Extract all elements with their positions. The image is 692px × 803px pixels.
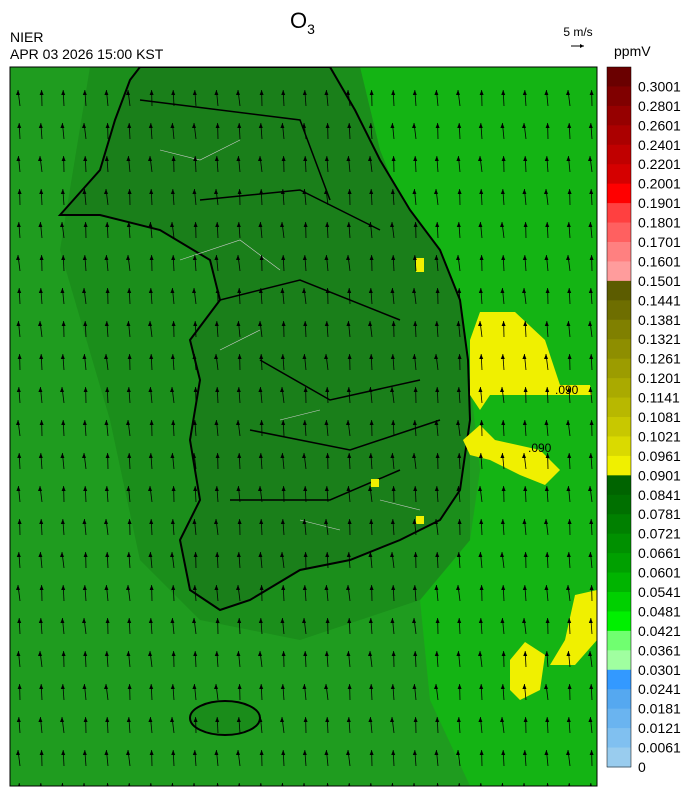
colorbar-label: 0.1441 bbox=[638, 292, 681, 308]
wind-reference-label: 5 m/s bbox=[563, 25, 592, 39]
colorbar-label: 0.0901 bbox=[638, 467, 681, 483]
colorbar-box bbox=[607, 534, 631, 554]
colorbar-box bbox=[607, 689, 631, 709]
colorbar-box bbox=[607, 670, 631, 690]
colorbar-label: 0.2201 bbox=[638, 156, 681, 172]
colorbar-box bbox=[607, 456, 631, 476]
title-subscript: 3 bbox=[307, 21, 315, 37]
colorbar-box bbox=[607, 417, 631, 437]
colorbar-label: 0.0661 bbox=[638, 545, 681, 561]
colorbar-box bbox=[607, 203, 631, 223]
colorbar-label: 0.0121 bbox=[638, 720, 681, 736]
colorbar-label: 0.2401 bbox=[638, 137, 681, 153]
colorbar-label: 0 bbox=[638, 759, 646, 775]
colorbar-box bbox=[607, 573, 631, 593]
colorbar-box bbox=[607, 300, 631, 320]
colorbar-label: 0.0781 bbox=[638, 506, 681, 522]
colorbar-box bbox=[607, 436, 631, 456]
high-ozone-spot bbox=[416, 258, 424, 272]
colorbar-label: 0.1801 bbox=[638, 215, 681, 231]
colorbar-box bbox=[607, 728, 631, 748]
colorbar-label: 0.0301 bbox=[638, 662, 681, 678]
colorbar-label: 0.0481 bbox=[638, 603, 681, 619]
colorbar-label: 0.1321 bbox=[638, 331, 681, 347]
colorbar-label: 0.1601 bbox=[638, 253, 681, 269]
colorbar-box bbox=[607, 320, 631, 340]
colorbar-box bbox=[607, 145, 631, 165]
colorbar-label: 0.0361 bbox=[638, 642, 681, 658]
colorbar-label: 0.2601 bbox=[638, 117, 681, 133]
jeju-island bbox=[190, 701, 260, 735]
contour-label: .090 bbox=[528, 441, 552, 455]
colorbar-box bbox=[607, 495, 631, 515]
colorbar-box bbox=[607, 378, 631, 398]
colorbar-box bbox=[607, 475, 631, 495]
colorbar-box bbox=[607, 67, 631, 87]
title-main: O bbox=[290, 8, 307, 33]
high-ozone-spot bbox=[371, 479, 379, 487]
colorbar-box bbox=[607, 631, 631, 651]
colorbar-label: 0.0721 bbox=[638, 526, 681, 542]
colorbar-box bbox=[607, 553, 631, 573]
colorbar-box bbox=[607, 514, 631, 534]
colorbar-box bbox=[607, 223, 631, 243]
colorbar-box bbox=[607, 164, 631, 184]
colorbar-label: 0.1261 bbox=[638, 351, 681, 367]
colorbar-label: 0.0181 bbox=[638, 701, 681, 717]
colorbar-box bbox=[607, 398, 631, 418]
colorbar-label: 0.2001 bbox=[638, 176, 681, 192]
map: .090 .090 bbox=[10, 67, 597, 798]
colorbar-label: 0.1501 bbox=[638, 273, 681, 289]
colorbar-label: 0.1901 bbox=[638, 195, 681, 211]
colorbar-box bbox=[607, 261, 631, 281]
title: O3 bbox=[290, 8, 315, 37]
colorbar-label: 0.2801 bbox=[638, 98, 681, 114]
colorbar-label: 0.1081 bbox=[638, 409, 681, 425]
datetime: APR 03 2026 15:00 KST bbox=[10, 46, 164, 62]
colorbar-label: 0.1021 bbox=[638, 428, 681, 444]
colorbar-box bbox=[607, 125, 631, 145]
colorbar-box bbox=[607, 106, 631, 126]
colorbar-box bbox=[607, 709, 631, 729]
wind-reference-head bbox=[580, 44, 584, 48]
colorbar-box bbox=[607, 650, 631, 670]
colorbar-label: 0.1201 bbox=[638, 370, 681, 386]
colorbar-label: 0.0601 bbox=[638, 565, 681, 581]
colorbar-label: 0.0061 bbox=[638, 740, 681, 756]
colorbar-box bbox=[607, 184, 631, 204]
colorbar-label: 0.1381 bbox=[638, 312, 681, 328]
colorbar-label: 0.0961 bbox=[638, 448, 681, 464]
colorbar-label: 0.0841 bbox=[638, 487, 681, 503]
colorbar: 0.3001 0.2801 0.2601 0.2401 0.2201 0.2001 0.19… bbox=[607, 67, 681, 775]
colorbar-box bbox=[607, 592, 631, 612]
colorbar-label: 0.0541 bbox=[638, 584, 681, 600]
colorbar-box bbox=[607, 242, 631, 262]
colorbar-unit: ppmV bbox=[614, 43, 651, 59]
colorbar-label: 0.1701 bbox=[638, 234, 681, 250]
high-ozone-spot bbox=[416, 516, 424, 524]
colorbar-box bbox=[607, 281, 631, 301]
colorbar-label: 0.1141 bbox=[638, 390, 680, 406]
agency: NIER bbox=[10, 29, 43, 45]
colorbar-label: 0.0241 bbox=[638, 681, 681, 697]
colorbar-label: 0.0421 bbox=[638, 623, 681, 639]
colorbar-box bbox=[607, 86, 631, 106]
contour-label: .090 bbox=[555, 383, 579, 397]
colorbar-box bbox=[607, 339, 631, 359]
colorbar-box bbox=[607, 611, 631, 631]
colorbar-box bbox=[607, 359, 631, 379]
colorbar-label: 0.3001 bbox=[638, 78, 681, 94]
colorbar-box bbox=[607, 748, 631, 768]
